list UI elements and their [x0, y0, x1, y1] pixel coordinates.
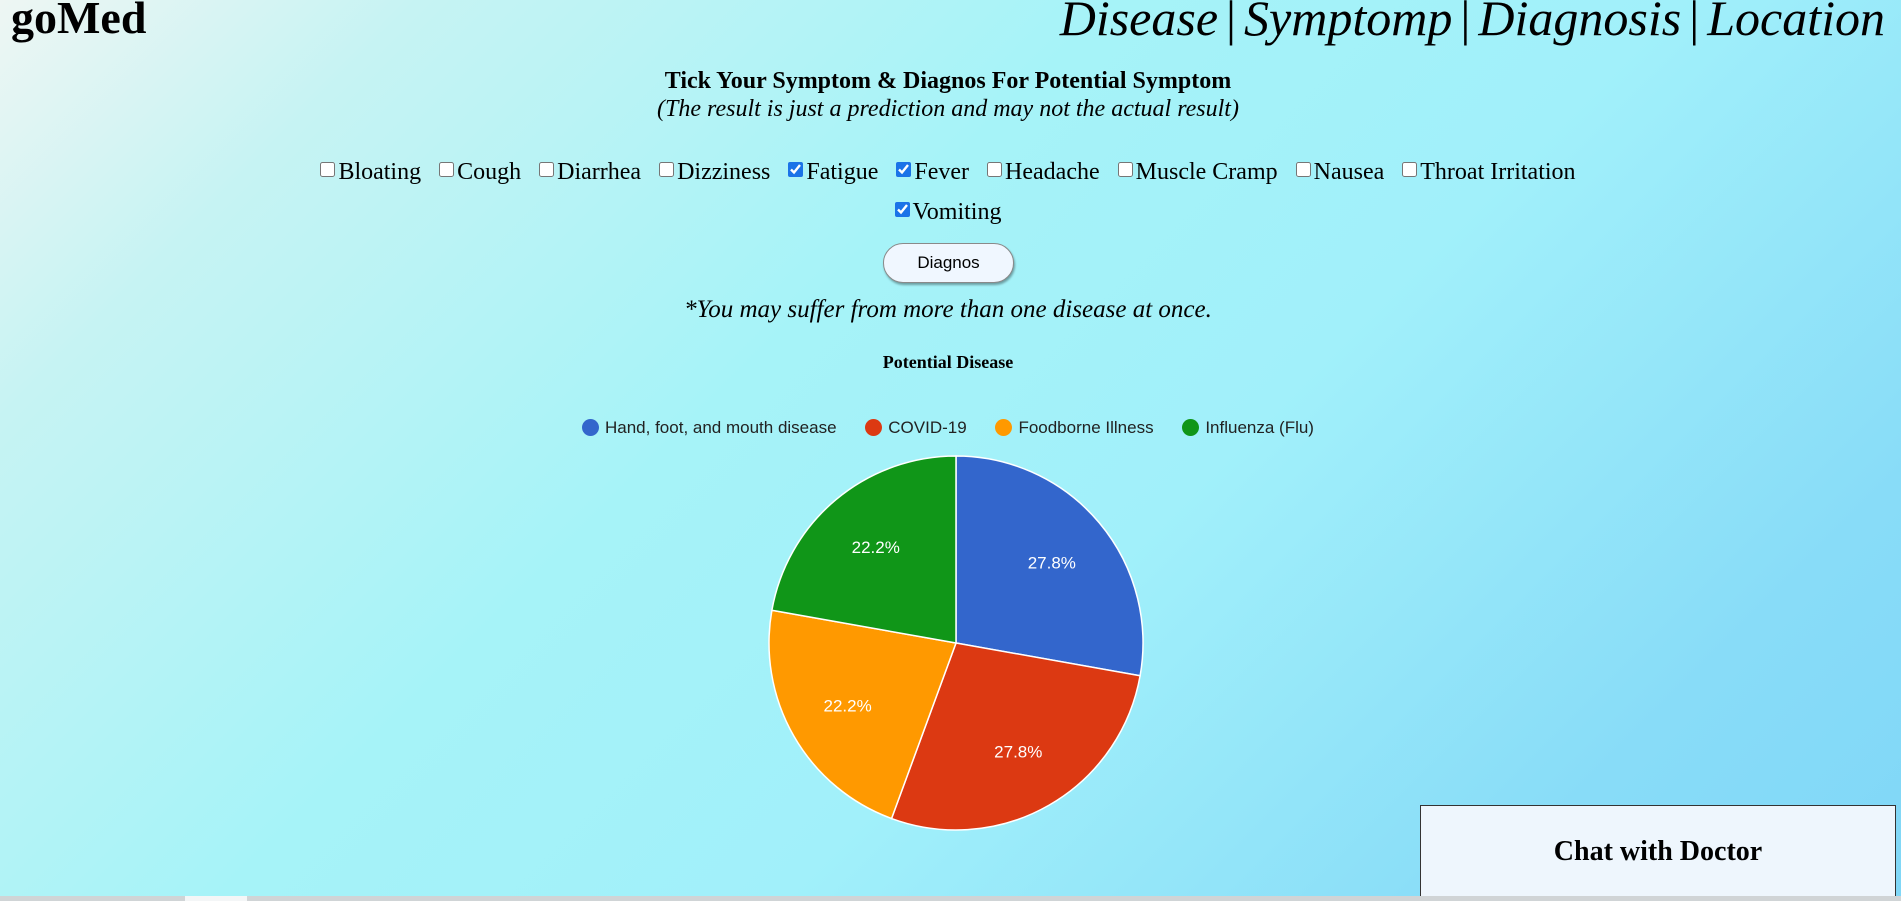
horizontal-scrollbar[interactable]: [0, 896, 1901, 901]
symptom-checklist: Bloating Cough Diarrhea Dizziness Fatigu…: [290, 152, 1606, 232]
symptom-label: Fever: [914, 159, 970, 185]
symptom-cough[interactable]: Cough: [439, 152, 521, 192]
legend-dot: [582, 419, 599, 436]
pie-slice-0[interactable]: [955, 455, 1144, 677]
pie-slice-1[interactable]: [890, 642, 1141, 831]
symptom-fatigue[interactable]: Fatigue: [788, 152, 878, 192]
legend-dot: [1182, 419, 1200, 436]
symptom-vomiting[interactable]: Vomiting: [894, 192, 1002, 232]
nav-separator: |: [1460, 0, 1471, 46]
symptom-nausea[interactable]: Nausea: [1295, 152, 1385, 192]
form-heading: Tick Your Symptom & Diagnos For Potentia…: [664, 68, 1232, 94]
symptom-headache[interactable]: Headache: [987, 152, 1100, 192]
diagnos-button[interactable]: Diagnos: [883, 243, 1014, 283]
pie-slice-3[interactable]: [771, 455, 957, 644]
symptom-fever[interactable]: Fever: [896, 152, 969, 192]
symptom-label: Throat Irritation: [1420, 159, 1576, 185]
chart-legend: Hand, foot, and mouth disease COVID-19 F…: [0, 416, 1896, 440]
nav-separator: |: [1689, 0, 1700, 46]
symptom-checkbox[interactable]: [659, 162, 675, 177]
pie-slice-label-1: 27.8%: [994, 742, 1042, 761]
legend-item-hfmd[interactable]: Hand, foot, and mouth disease: [582, 416, 837, 440]
nav-symptomp[interactable]: Symptomp: [1244, 0, 1453, 46]
symptom-checkbox[interactable]: [1402, 162, 1418, 177]
symptom-checkbox[interactable]: [788, 162, 804, 177]
scrollbar-thumb[interactable]: [185, 896, 247, 901]
nav-location[interactable]: Location: [1707, 0, 1885, 46]
legend-item-foodborne[interactable]: Foodborne Illness: [995, 416, 1154, 440]
form-subheading: (The result is just a prediction and may…: [657, 96, 1239, 122]
pie-slice-2[interactable]: [768, 609, 958, 820]
legend-dot: [995, 419, 1013, 436]
top-nav: Disease | Symptomp | Diagnosis | Location: [1060, 0, 1885, 50]
symptom-checkbox[interactable]: [894, 202, 910, 217]
symptom-checkbox[interactable]: [539, 162, 555, 177]
symptom-dizziness[interactable]: Dizziness: [659, 152, 770, 192]
nav-diagnosis[interactable]: Diagnosis: [1478, 0, 1682, 46]
legend-dot: [865, 419, 883, 436]
symptom-label: Diarrhea: [557, 159, 642, 185]
brand-logo: goMed: [11, 0, 147, 43]
symptom-throat-irritation[interactable]: Throat Irritation: [1402, 152, 1576, 192]
symptom-label: Fatigue: [806, 159, 879, 185]
symptom-label: Bloating: [338, 159, 422, 185]
symptom-checkbox[interactable]: [987, 162, 1003, 177]
symptom-label: Headache: [1005, 159, 1100, 185]
symptom-checkbox[interactable]: [1117, 162, 1133, 177]
symptom-label: Dizziness: [677, 159, 771, 185]
disclaimer-note: *You may suffer from more than one disea…: [684, 296, 1212, 323]
symptom-label: Cough: [457, 159, 522, 185]
pie-slice-label-3: 22.2%: [852, 538, 900, 557]
symptom-label: Nausea: [1313, 159, 1385, 185]
chat-with-doctor-button[interactable]: Chat with Doctor: [1420, 805, 1896, 897]
symptom-diarrhea[interactable]: Diarrhea: [539, 152, 641, 192]
symptom-checkbox[interactable]: [1295, 162, 1311, 177]
symptom-muscle-cramp[interactable]: Muscle Cramp: [1117, 152, 1278, 192]
pie-slice-label-2: 22.2%: [824, 696, 872, 715]
symptom-label: Muscle Cramp: [1135, 159, 1278, 185]
legend-label: COVID-19: [888, 418, 967, 437]
legend-label: Influenza (Flu): [1205, 418, 1314, 437]
nav-disease[interactable]: Disease: [1059, 0, 1219, 46]
pie-slice-label-0: 27.8%: [1028, 554, 1076, 573]
symptom-checkbox[interactable]: [439, 162, 455, 177]
legend-item-influenza[interactable]: Influenza (Flu): [1182, 416, 1314, 440]
legend-label: Hand, foot, and mouth disease: [605, 418, 837, 437]
chart-title: Potential Disease: [882, 352, 1014, 372]
symptom-checkbox[interactable]: [896, 162, 912, 177]
symptom-bloating[interactable]: Bloating: [320, 152, 421, 192]
symptom-checkbox[interactable]: [320, 162, 336, 177]
legend-label: Foodborne Illness: [1018, 418, 1154, 437]
symptom-label: Vomiting: [912, 199, 1002, 225]
legend-item-covid[interactable]: COVID-19: [865, 416, 967, 440]
nav-separator: |: [1226, 0, 1237, 46]
